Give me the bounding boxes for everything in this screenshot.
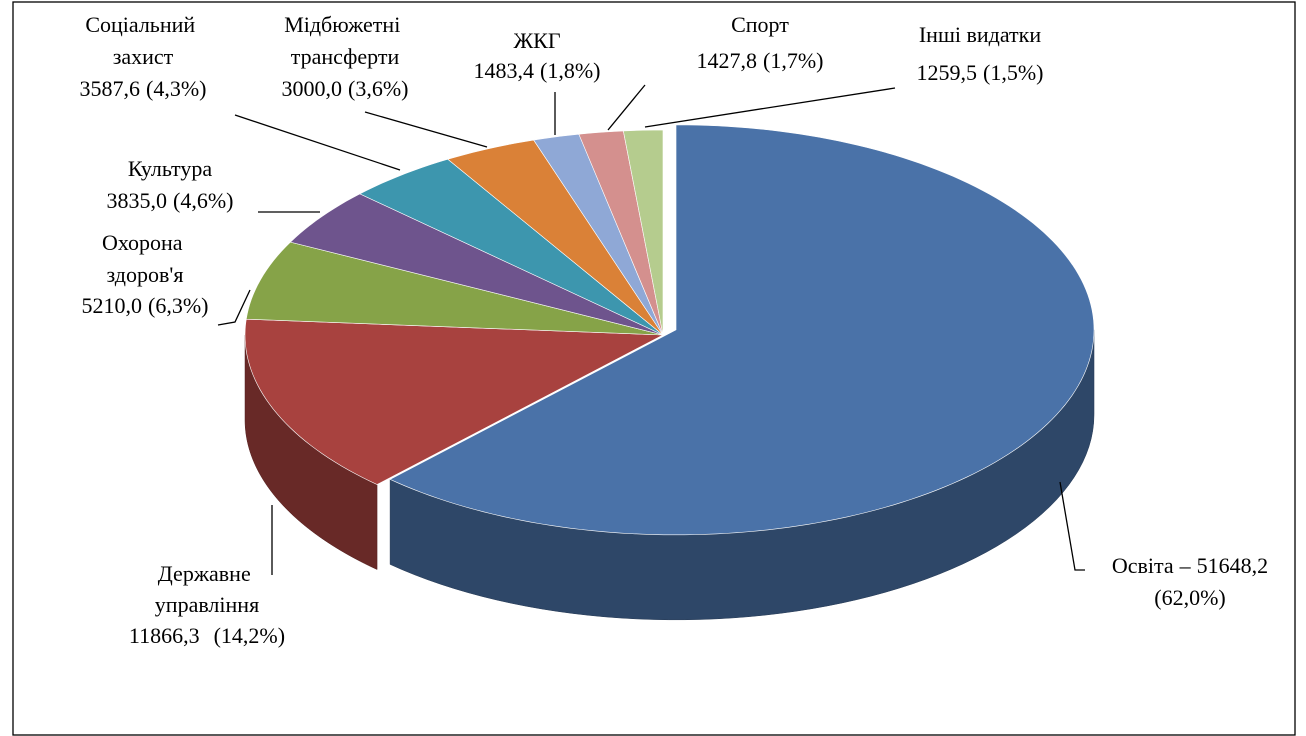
slice (389, 124, 1095, 536)
label-part: 51648,2 (1197, 553, 1269, 578)
label-part: (6,3%) (148, 293, 208, 318)
label-part: 11866,3 (129, 623, 200, 648)
label-part: (4,6%) (173, 188, 233, 213)
leader-line (234, 114, 401, 171)
label-part: 3587,6 (80, 76, 141, 101)
data-label: 3000,0 (3,6%) (282, 76, 409, 101)
label-part: 3835,0 (107, 188, 168, 213)
label-part: 1483,4 (474, 58, 535, 83)
data-label: Освіта –51648,2 (1112, 553, 1268, 578)
data-label: (62,0%) (1154, 585, 1225, 610)
category-label: Інші видатки (919, 22, 1042, 47)
data-label: 3587,6 (4,3%) (80, 76, 207, 101)
leader-line (364, 111, 488, 148)
label-part: 1259,5 (917, 60, 978, 85)
slice (533, 133, 664, 336)
category-label: Охорона здоров'я (102, 230, 188, 287)
label-part: (14,2%) (214, 623, 285, 648)
slice (447, 139, 664, 336)
category-label: Мідбюжетні трансферти (284, 12, 406, 69)
leader-line (607, 84, 646, 131)
slice (245, 241, 664, 336)
category-label: Культура (128, 156, 213, 181)
label-part: 3000,0 (282, 76, 343, 101)
data-label: 3835,0 (4,6%) (107, 188, 234, 213)
slice (578, 130, 664, 336)
category-label: Соціальний захист (85, 12, 200, 69)
data-label: 5210,0 (6,3%) (82, 293, 209, 318)
label-part: 1427,8 (697, 48, 758, 73)
label-part: (4,3%) (146, 76, 206, 101)
category-label: ЖКГ (513, 28, 560, 53)
label-part: (1,7%) (763, 48, 823, 73)
label-part: – (1179, 553, 1192, 578)
leader-line (1059, 481, 1085, 571)
slice (289, 193, 664, 336)
slice (244, 318, 665, 485)
data-label: 1259,5 (1,5%) (917, 60, 1044, 85)
label-part: Освіта (1112, 553, 1174, 578)
data-label: 1427,8 (1,7%) (697, 48, 824, 73)
label-part: 5210,0 (82, 293, 143, 318)
slice (359, 158, 664, 336)
label-part: (1,8%) (540, 58, 600, 83)
leader-line (217, 289, 251, 326)
leader-line (644, 87, 896, 128)
slice (622, 129, 664, 336)
data-label: 11866,3 (14,2%) (129, 623, 285, 648)
label-part: (3,6%) (348, 76, 408, 101)
category-label: Спорт (731, 12, 789, 37)
label-part: (1,5%) (983, 60, 1043, 85)
category-label: Державне управління (155, 561, 259, 617)
data-label: 1483,4 (1,8%) (474, 58, 601, 83)
